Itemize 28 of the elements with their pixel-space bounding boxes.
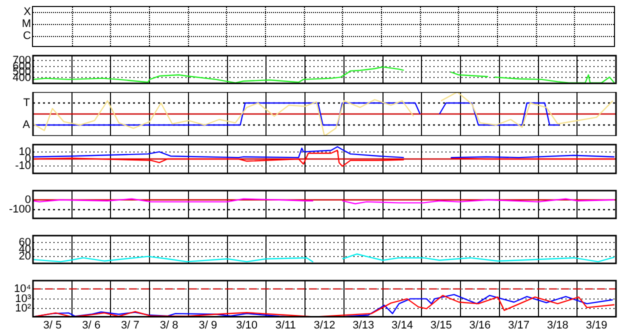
x-tick-label: 3/ 8 [160, 319, 178, 332]
y-tick-label: 0 [24, 194, 31, 206]
x-tick-label: 3/16 [469, 319, 491, 332]
ref-line-label: T [23, 97, 30, 110]
y-tick-label: -100 [8, 204, 31, 216]
y-tick-label: 10² [15, 302, 32, 315]
ref-line-label: A [22, 119, 31, 132]
x-tick-label: 3/11 [275, 319, 296, 332]
text: M [22, 18, 31, 30]
y-tick-label: 400 [12, 72, 31, 84]
x-tick-label: 3/19 [586, 319, 608, 332]
text: X [24, 6, 31, 18]
x-tick-label: 3/15 [430, 319, 452, 332]
x-tick-label: 3/17 [508, 319, 530, 332]
y-tick-label: 10³ [15, 292, 32, 305]
x-tick-label: 3/ 5 [43, 319, 62, 332]
text: C [23, 30, 31, 42]
x-tick-label: 3/14 [392, 319, 413, 332]
x-tick-label: 3/ 7 [120, 319, 140, 332]
x-tick-label: 3/ 6 [82, 319, 100, 332]
y-tick-label: -10 [15, 160, 31, 172]
y-tick-label: 20 [18, 250, 31, 262]
x-tick-label: 3/10 [236, 319, 258, 332]
x-tick-label: 3/ 9 [198, 319, 218, 332]
y-tick-label: 10⁴ [14, 282, 32, 295]
x-tick-label: 3/12 [314, 319, 336, 332]
x-tick-label: 3/13 [352, 319, 374, 332]
x-tick-label: 3/18 [546, 319, 568, 332]
